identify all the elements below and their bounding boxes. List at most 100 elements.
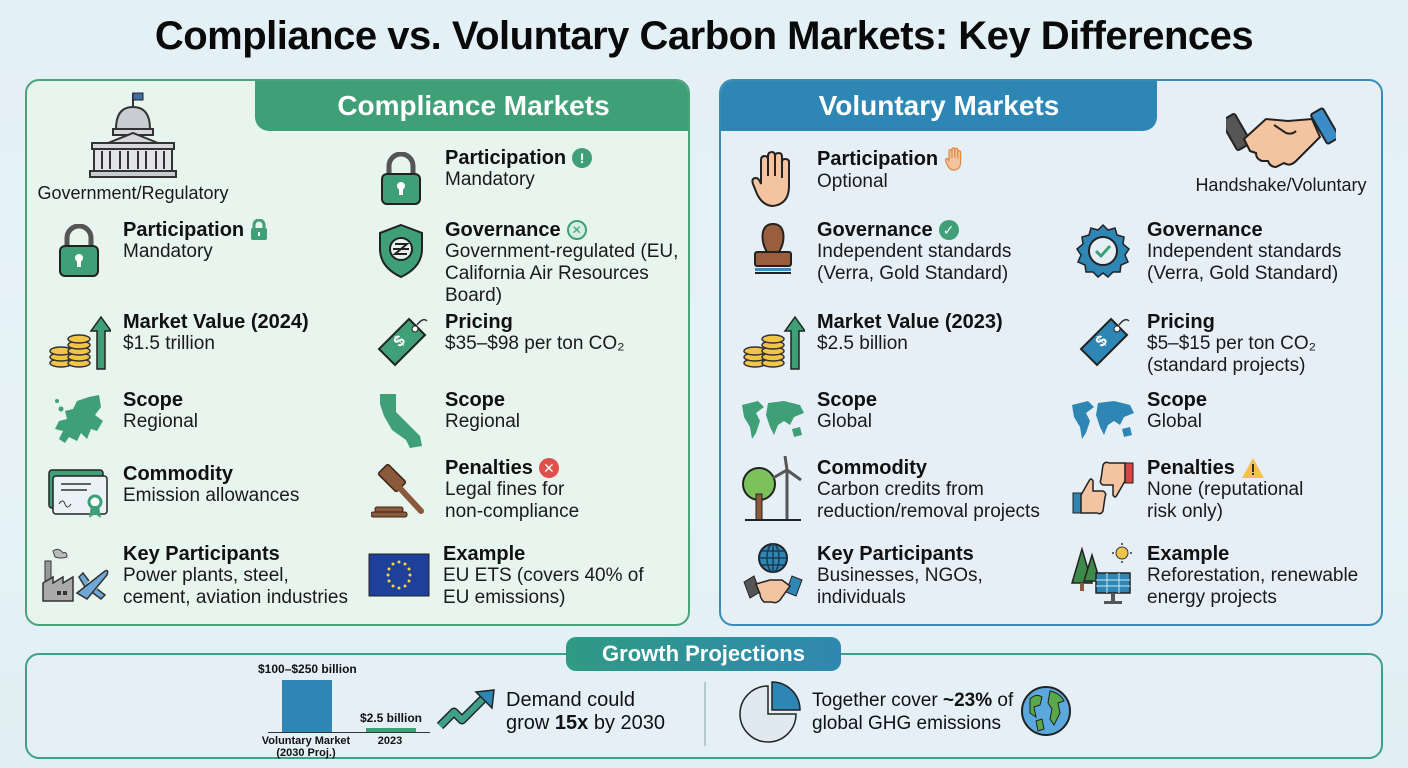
- bar-category-label: Voluntary Market (2030 Proj.): [261, 735, 351, 759]
- voluntary-header: Voluntary Markets: [721, 81, 1157, 131]
- world-map-green-icon: [739, 389, 807, 453]
- item-value: $35–$98 per ton CO₂: [445, 333, 625, 354]
- handshake-hero: Handshake/Voluntary: [1183, 101, 1379, 196]
- compliance-panel: Compliance Markets Government/Regulatory…: [25, 79, 690, 626]
- hand-badge-icon: [945, 147, 962, 171]
- shield-icon: [367, 219, 435, 283]
- item-value: Regional: [123, 411, 198, 432]
- handshake-caption: Handshake/Voluntary: [1195, 175, 1367, 195]
- item-value: Carbon credits from reduction/removal pr…: [817, 479, 1040, 522]
- compliance-commodity: Commodity Emission allowances: [45, 463, 299, 527]
- price-tag-icon: $: [1069, 311, 1137, 375]
- bar-2023: [366, 728, 416, 732]
- item-value: Reforestation, renewable energy projects: [1147, 565, 1359, 608]
- padlock-icon: [367, 147, 435, 211]
- item-value: $2.5 billion: [817, 333, 908, 354]
- item-value: Regional: [445, 411, 520, 432]
- factory-plane-icon: [37, 543, 113, 607]
- item-label: Scope: [817, 389, 878, 411]
- world-map-blue-icon: [1069, 389, 1137, 453]
- coverage-text-part: of: [992, 690, 1014, 711]
- demand-multiplier: 15x: [554, 712, 589, 734]
- item-label: Example: [443, 543, 526, 565]
- item-value: Emission allowances: [123, 485, 300, 506]
- demand-growth-text: Demand could grow 15x by 2030: [506, 689, 665, 735]
- item-value: Legal fines for non-compliance: [445, 479, 580, 522]
- check-badge-icon: ✓: [938, 220, 959, 240]
- coins-growth-icon: [45, 311, 113, 375]
- padlock-icon: [45, 219, 113, 283]
- earth-globe-icon: [1021, 686, 1071, 736]
- tree-turbine-icon: [739, 456, 807, 521]
- item-label: Pricing: [445, 311, 513, 333]
- compliance-scope-california: Scope Regional: [367, 389, 520, 453]
- raised-hand-icon: [739, 147, 807, 211]
- item-label: Scope: [1147, 389, 1208, 411]
- item-label: Governance: [817, 219, 933, 241]
- item-value: Independent standards (Verra, Gold Stand…: [1147, 241, 1342, 284]
- trees-solar-icon: [1069, 543, 1137, 607]
- regulation-badge-icon: ✕: [566, 220, 587, 240]
- europe-map-icon: [45, 389, 113, 453]
- compliance-example: Example EU ETS (covers 40% of EU emissio…: [367, 543, 644, 609]
- voluntary-pricing: $ Pricing $5–$15 per ton CO₂ (standard p…: [1069, 311, 1316, 377]
- voluntary-example: Example Reforestation, renewable energy …: [1069, 543, 1358, 609]
- capitol-building-icon: [89, 92, 177, 178]
- item-value: Government-regulated (EU, California Air…: [445, 241, 679, 306]
- item-label: Participation: [445, 147, 567, 169]
- item-label: Market Value (2023): [817, 311, 1003, 333]
- eu-flag-icon: [367, 543, 431, 607]
- item-value: Global: [817, 411, 872, 432]
- item-label: Governance: [445, 219, 561, 241]
- coverage-text-part: Together cover: [812, 690, 943, 711]
- item-value: Optional: [817, 171, 888, 192]
- chart-baseline: [268, 732, 430, 733]
- growth-header: Growth Projections: [566, 637, 841, 671]
- compliance-key-participants: Key Participants Power plants, steel, ce…: [37, 543, 348, 609]
- government-hero: Government/Regulatory: [33, 91, 233, 204]
- demand-line-1: Demand could: [506, 689, 635, 711]
- item-label: Participation: [123, 219, 245, 241]
- compliance-participation-top: Participation! Mandatory: [367, 147, 593, 211]
- item-value: Independent standards (Verra, Gold Stand…: [817, 241, 1012, 284]
- compliance-governance: Governance ✕ Government-regulated (EU, Ca…: [367, 219, 688, 307]
- voluntary-panel: Voluntary Markets Handshake/Voluntary Pa…: [719, 79, 1383, 626]
- compliance-market-value: Market Value (2024) $1.5 trillion: [45, 311, 309, 375]
- stamp-icon: [739, 219, 807, 283]
- coverage-line-2: global GHG emissions: [812, 713, 1002, 734]
- item-label: Participation: [817, 148, 939, 170]
- trend-arrow-icon: [436, 689, 495, 730]
- compliance-scope-europe: Scope Regional: [45, 389, 198, 453]
- voluntary-governance-stamp: Governance ✓ Independent standards (Verra…: [739, 219, 1011, 285]
- coverage-percent: ~23%: [942, 690, 993, 711]
- coverage-text: Together cover ~23% of global GHG emissi…: [812, 689, 1013, 735]
- government-caption: Government/Regulatory: [37, 183, 229, 203]
- demand-line-2: grow 15x by 2030: [506, 712, 665, 735]
- voluntary-governance-seal: Governance Independent standards (Verra,…: [1069, 219, 1341, 285]
- page-title: Compliance vs. Voluntary Carbon Markets:…: [154, 14, 1254, 58]
- item-value: Mandatory: [445, 169, 535, 190]
- voluntary-participation: Participation Optional: [739, 147, 964, 211]
- bar-value-label: $2.5 billion: [359, 711, 422, 725]
- compliance-pricing: $ Pricing $35–$98 per ton CO₂: [367, 311, 625, 375]
- voluntary-penalties: Penalties None (reputational risk only): [1069, 457, 1303, 523]
- certificate-icon: [45, 463, 113, 527]
- voluntary-scope-blue: Scope Global: [1069, 389, 1207, 453]
- item-value: $1.5 trillion: [123, 333, 215, 354]
- item-value: Global: [1147, 411, 1202, 432]
- item-value: EU ETS (covers 40% of EU emissions): [443, 565, 644, 608]
- growth-divider: [704, 682, 706, 746]
- thumbs-up-down-icon: [1069, 457, 1137, 521]
- bar-value-label: $100–$250 billion: [258, 662, 357, 676]
- bar-2030-projection: [282, 680, 332, 732]
- globe-handshake-icon: [739, 543, 807, 607]
- item-label: Key Participants: [817, 543, 974, 565]
- item-value: Businesses, NGOs, individuals: [817, 565, 983, 608]
- voluntary-commodity: Commodity Carbon credits from reduction/…: [739, 456, 1040, 523]
- california-map-icon: [367, 389, 435, 453]
- bar-category-label: 2023: [377, 735, 403, 747]
- item-label: Example: [1147, 543, 1230, 565]
- compliance-penalties: Penalties ✕ Legal fines for non-complianc…: [367, 457, 579, 523]
- item-label: Penalties: [1147, 457, 1235, 479]
- demand-text: grow: [506, 712, 555, 734]
